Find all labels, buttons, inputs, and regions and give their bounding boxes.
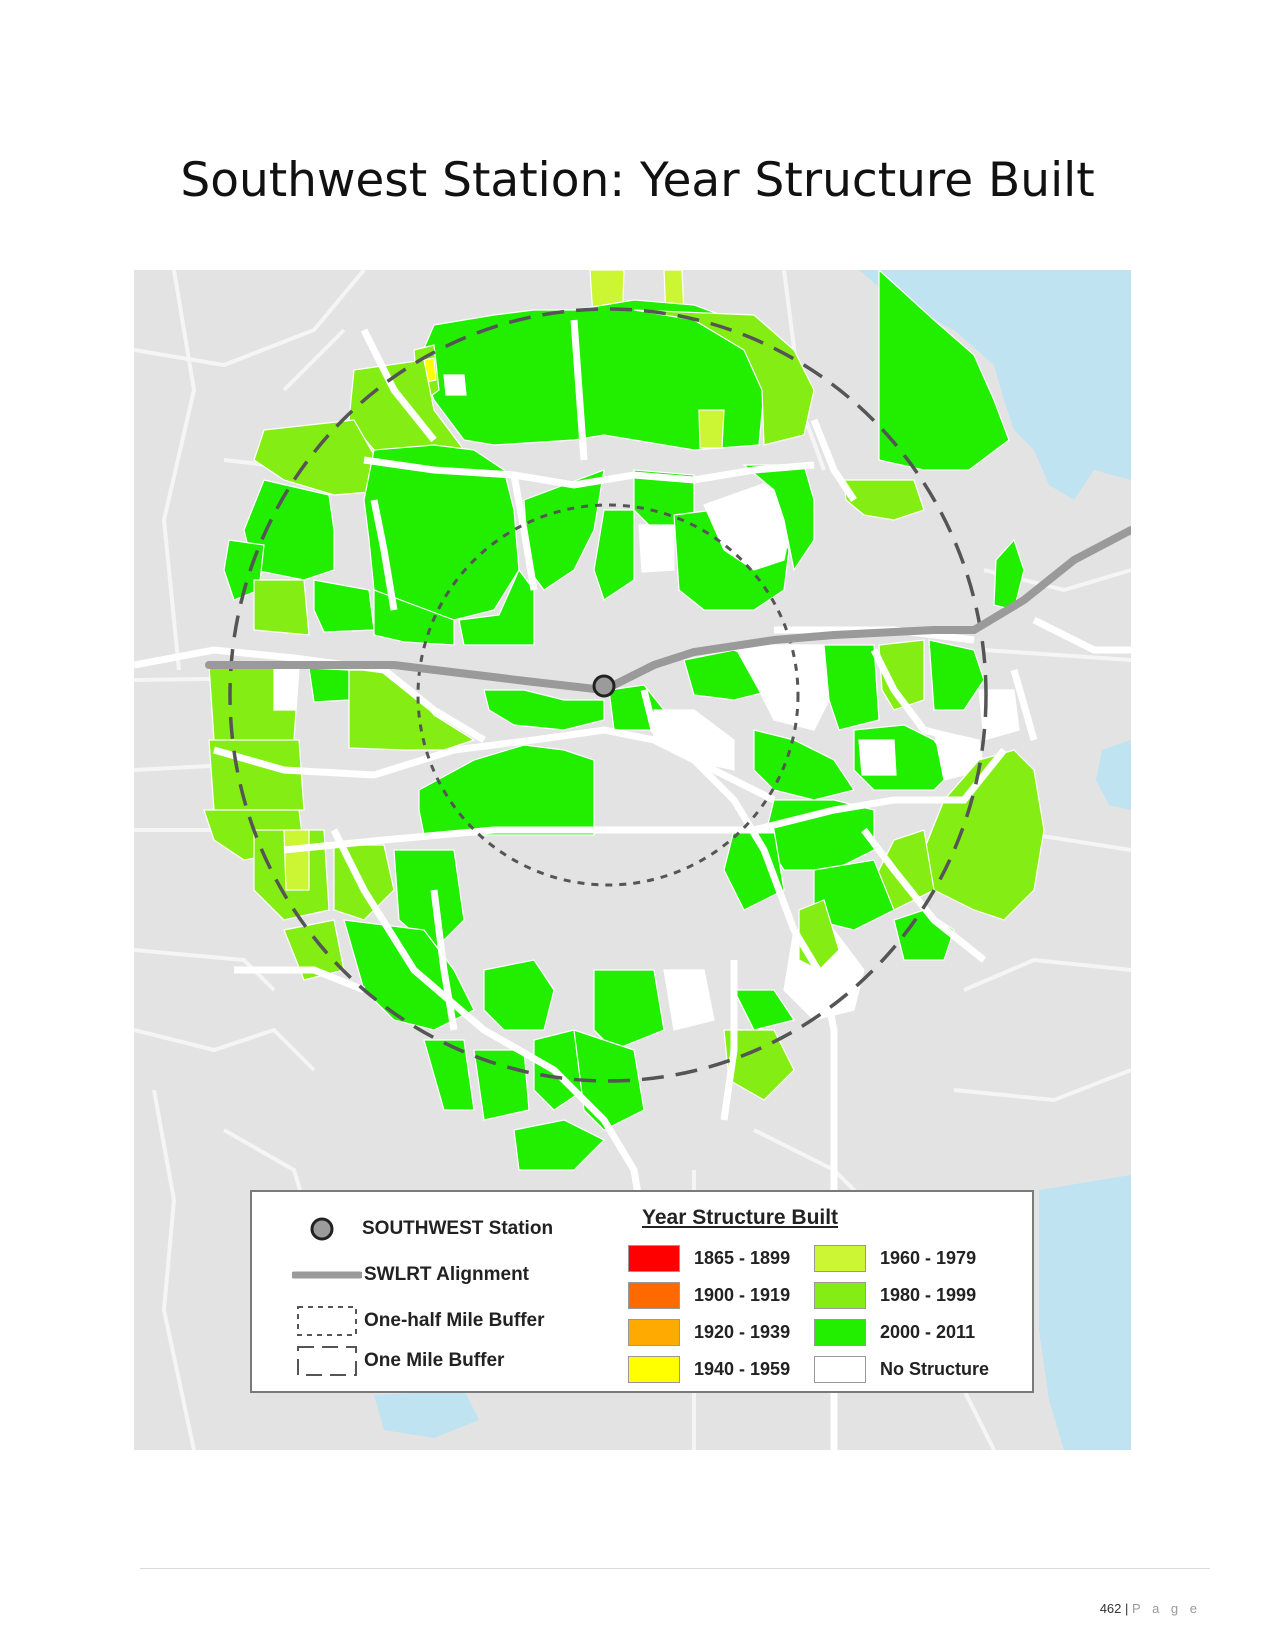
swatch-1980-1999 xyxy=(814,1282,866,1309)
legend-label-station: SOUTHWEST Station xyxy=(362,1218,554,1239)
station-circle-icon xyxy=(310,1217,334,1241)
parcel xyxy=(753,729,855,801)
legend-class-1865: 1865 - 1899 xyxy=(628,1245,790,1272)
legend-item-one-mile: One Mile Buffer xyxy=(292,1344,504,1378)
swatch-2000-2011 xyxy=(814,1319,866,1346)
parcel xyxy=(823,644,880,731)
parcel xyxy=(878,270,1010,471)
parcel xyxy=(443,374,467,396)
swlrt-alignment xyxy=(205,526,1131,695)
parcel xyxy=(243,479,335,581)
lake-south xyxy=(374,1390,479,1438)
swatch-1900-1919 xyxy=(628,1282,680,1309)
parcel xyxy=(483,689,605,731)
map-legend: SOUTHWEST Station SWLRT Alignment One-ha… xyxy=(250,1190,1034,1393)
footer-separator: | xyxy=(1125,1601,1129,1616)
lake-northeast xyxy=(859,270,1131,500)
footer-rule xyxy=(140,1568,1210,1569)
parcel xyxy=(393,849,465,951)
page-title: Southwest Station: Year Structure Built xyxy=(180,153,1095,209)
class-label: 2000 - 2011 xyxy=(880,1322,976,1342)
legend-label-alignment: SWLRT Alignment xyxy=(364,1264,529,1285)
legend-class-1920: 1920 - 1939 xyxy=(628,1319,790,1346)
parcel xyxy=(843,479,925,521)
parcel xyxy=(858,739,897,776)
class-label: No Structure xyxy=(880,1359,990,1379)
legend-item-alignment: SWLRT Alignment xyxy=(292,1260,529,1290)
parcel xyxy=(593,969,665,1051)
class-label: 1940 - 1959 xyxy=(694,1359,791,1379)
class-label: 1960 - 1979 xyxy=(880,1248,977,1268)
swatch-no-structure xyxy=(814,1356,866,1383)
legend-heading: Year Structure Built xyxy=(642,1206,839,1229)
parcel xyxy=(513,1119,606,1171)
swatch-1960-1979 xyxy=(814,1245,866,1272)
rail-line-icon xyxy=(292,1271,362,1279)
parcel xyxy=(283,829,310,891)
parcel xyxy=(348,669,476,751)
class-label: 1900 - 1919 xyxy=(694,1285,791,1305)
parcel xyxy=(253,579,310,636)
buffers xyxy=(228,307,988,1083)
parcel xyxy=(363,444,520,621)
parcel xyxy=(733,989,795,1031)
class-label: 1920 - 1939 xyxy=(694,1322,791,1342)
page-number: 462 xyxy=(1099,1601,1122,1616)
legend-class-2000: 2000 - 2011 xyxy=(814,1319,975,1346)
parcel xyxy=(423,1039,475,1111)
class-label: 1980 - 1999 xyxy=(880,1285,977,1305)
parcel xyxy=(313,579,375,633)
one-half-mile-buffer xyxy=(416,503,800,887)
legend-class-1960: 1960 - 1979 xyxy=(814,1245,976,1272)
page-footer: 462 | P a g e xyxy=(1100,1601,1201,1616)
parcel xyxy=(253,419,395,496)
parcel xyxy=(663,969,715,1031)
legend-class-1980: 1980 - 1999 xyxy=(814,1282,976,1309)
parcel xyxy=(633,309,815,446)
parcel xyxy=(593,509,635,601)
swatch-1940-1959 xyxy=(628,1356,680,1383)
swatch-1865-1899 xyxy=(628,1245,680,1272)
legend-item-half-mile: One-half Mile Buffer xyxy=(292,1304,545,1338)
parcel xyxy=(978,689,1020,741)
parcel xyxy=(638,524,675,573)
parcel xyxy=(742,464,815,572)
swatch-1920-1939 xyxy=(628,1319,680,1346)
legend-item-station: SOUTHWEST Station xyxy=(302,1214,553,1244)
parcel xyxy=(698,409,725,449)
parcel xyxy=(928,639,985,711)
water-bodies xyxy=(374,270,1131,1450)
legend-class-1940: 1940 - 1959 xyxy=(628,1356,790,1383)
legend-label-half-mile: One-half Mile Buffer xyxy=(364,1310,545,1331)
parcel xyxy=(483,959,555,1031)
parcel xyxy=(418,299,765,451)
lake-southeast xyxy=(1039,1175,1131,1450)
parcel xyxy=(418,744,595,836)
short-dash-box-icon xyxy=(297,1306,357,1336)
southwest-station-icon[interactable] xyxy=(592,674,616,698)
page-word: P a g e xyxy=(1132,1601,1201,1616)
legend-label-one-mile: One Mile Buffer xyxy=(364,1350,505,1371)
legend-class-none: No Structure xyxy=(814,1356,989,1383)
one-mile-buffer xyxy=(228,307,988,1083)
long-dash-box-icon xyxy=(297,1346,357,1376)
class-label: 1865 - 1899 xyxy=(694,1248,791,1268)
lake-east xyxy=(1096,740,1131,810)
parcel xyxy=(308,667,350,703)
parcel xyxy=(273,664,300,711)
legend-class-1900: 1900 - 1919 xyxy=(628,1282,790,1309)
parcel xyxy=(523,469,605,591)
